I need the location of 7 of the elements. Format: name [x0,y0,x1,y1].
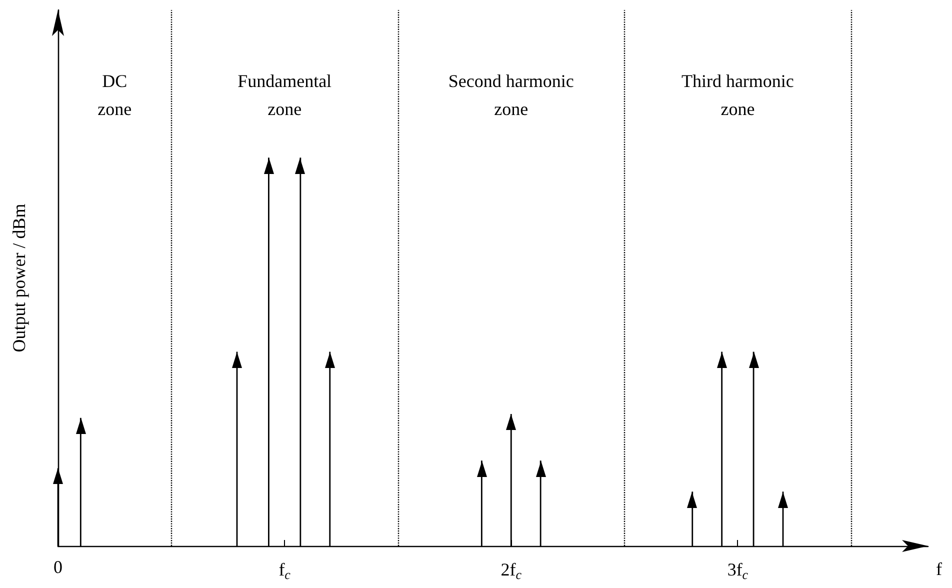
text: Second harmonic zone [448,71,574,119]
x-tick-label: 0 [54,557,62,577]
x-axis-title: f [936,559,942,579]
y-axis-title: Output power / dBm [9,204,29,352]
text: Third harmonic zone [681,71,794,119]
text: DC zone [98,71,132,119]
text: Fundamental zone [238,71,332,119]
